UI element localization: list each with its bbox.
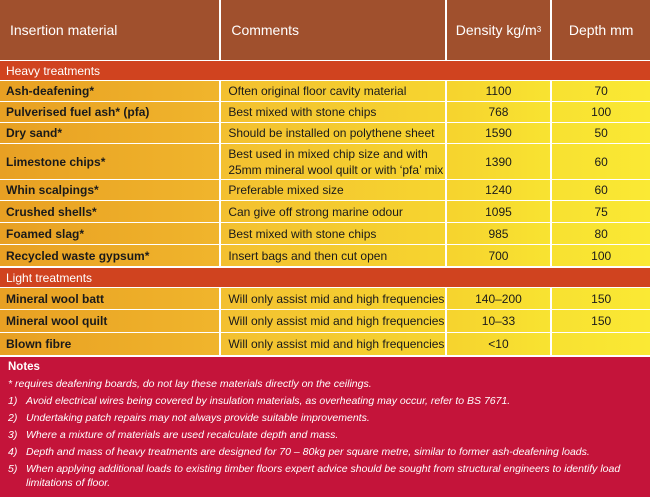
material-cell: Crushed shells* [0, 201, 220, 222]
note-text: * requires deafening boards, do not lay … [8, 378, 372, 390]
note-number: 2) [8, 412, 18, 424]
density-cell: 1390 [446, 144, 551, 179]
comment-cell: Often original floor cavity material [221, 81, 445, 101]
note-item: 2) Undertaking patch repairs may not alw… [8, 411, 642, 425]
material-cell: Blown fibre [0, 333, 220, 355]
material-cell: Ash-deafening* [0, 81, 220, 101]
table-row: Recycled waste gypsum* Insert bags and t… [0, 245, 650, 266]
comment-cell: Best mixed with stone chips [221, 223, 445, 244]
material-cell: Whin scalpings* [0, 180, 220, 200]
depth-cell: 100 [552, 245, 650, 266]
depth-cell: 100 [552, 102, 650, 122]
material-cell: Mineral wool batt [0, 288, 220, 309]
table-row: Dry sand* Should be installed on polythe… [0, 123, 650, 143]
density-cell: 985 [446, 223, 551, 244]
material-cell: Recycled waste gypsum* [0, 245, 220, 266]
section-light-treatments: Light treatments [0, 268, 650, 287]
density-cell: 1100 [446, 81, 551, 101]
notes-title: Notes [8, 361, 40, 373]
comment-cell: Best mixed with stone chips [221, 102, 445, 122]
density-cell: 140–200 [446, 288, 551, 309]
table-row: Whin scalpings* Preferable mixed size 12… [0, 180, 650, 200]
material-cell: Limestone chips* [0, 144, 220, 179]
table-row: Blown fibre Will only assist mid and hig… [0, 333, 650, 355]
notes-panel: Notes * requires deafening boards, do no… [0, 357, 650, 497]
density-cell: 1095 [446, 201, 551, 222]
density-cell: 700 [446, 245, 551, 266]
density-cell: 1590 [446, 123, 551, 143]
note-number: 5) [8, 463, 18, 475]
header-material: Insertion material [0, 0, 220, 60]
header-density-label: Density kg/m [455, 22, 537, 38]
note-number: 4) [8, 446, 18, 458]
depth-cell: 75 [552, 201, 650, 222]
depth-cell: 60 [552, 180, 650, 200]
table-row: Foamed slag* Best mixed with stone chips… [0, 223, 650, 244]
density-cell: <10 [446, 333, 551, 355]
table-header: Insertion material Comments Density kg/m… [0, 0, 650, 60]
material-cell: Pulverised fuel ash* (pfa) [0, 102, 220, 122]
comment-cell: Best used in mixed chip size and with 25… [221, 144, 445, 179]
note-star: * requires deafening boards, do not lay … [8, 377, 642, 391]
note-text: Undertaking patch repairs may not always… [26, 412, 370, 424]
comment-cell: Can give off strong marine odour [221, 201, 445, 222]
depth-cell [552, 333, 650, 355]
comment-cell: Will only assist mid and high frequencie… [221, 333, 445, 355]
table-row: Mineral wool batt Will only assist mid a… [0, 288, 650, 309]
table-row: Ash-deafening* Often original floor cavi… [0, 81, 650, 101]
note-item: 3) Where a mixture of materials are used… [8, 428, 642, 442]
section-heavy-treatments: Heavy treatments [0, 61, 650, 80]
depth-cell: 70 [552, 81, 650, 101]
note-number: 3) [8, 429, 18, 441]
depth-cell: 150 [552, 288, 650, 309]
comment-cell: Should be installed on polythene sheet [221, 123, 445, 143]
table-row: Limestone chips* Best used in mixed chip… [0, 144, 650, 179]
note-text: When applying additional loads to existi… [26, 463, 621, 489]
density-cell: 768 [446, 102, 551, 122]
material-cell: Mineral wool quilt [0, 310, 220, 332]
note-text: Depth and mass of heavy treatments are d… [26, 446, 590, 458]
depth-cell: 80 [552, 223, 650, 244]
material-cell: Dry sand* [0, 123, 220, 143]
note-item: 5) When applying additional loads to exi… [8, 462, 642, 490]
comment-cell: Insert bags and then cut open [221, 245, 445, 266]
comment-cell: Preferable mixed size [221, 180, 445, 200]
table-row: Pulverised fuel ash* (pfa) Best mixed wi… [0, 102, 650, 122]
header-comments: Comments [221, 0, 445, 60]
note-number: 1) [8, 395, 18, 407]
density-cell: 10–33 [446, 310, 551, 332]
note-item: 4) Depth and mass of heavy treatments ar… [8, 445, 642, 459]
note-text: Where a mixture of materials are used re… [26, 429, 339, 441]
comment-cell: Will only assist mid and high frequencie… [221, 288, 445, 309]
depth-cell: 60 [552, 144, 650, 179]
table-row: Crushed shells* Can give off strong mari… [0, 201, 650, 222]
note-text: Avoid electrical wires being covered by … [26, 395, 511, 407]
depth-cell: 150 [552, 310, 650, 332]
header-depth: Depth mm [552, 0, 650, 60]
table-row: Mineral wool quilt Will only assist mid … [0, 310, 650, 332]
header-density: Density kg/m 3 [446, 0, 551, 60]
comment-cell: Will only assist mid and high frequencie… [221, 310, 445, 332]
note-item: 1) Avoid electrical wires being covered … [8, 394, 642, 408]
material-cell: Foamed slag* [0, 223, 220, 244]
depth-cell: 50 [552, 123, 650, 143]
density-cell: 1240 [446, 180, 551, 200]
